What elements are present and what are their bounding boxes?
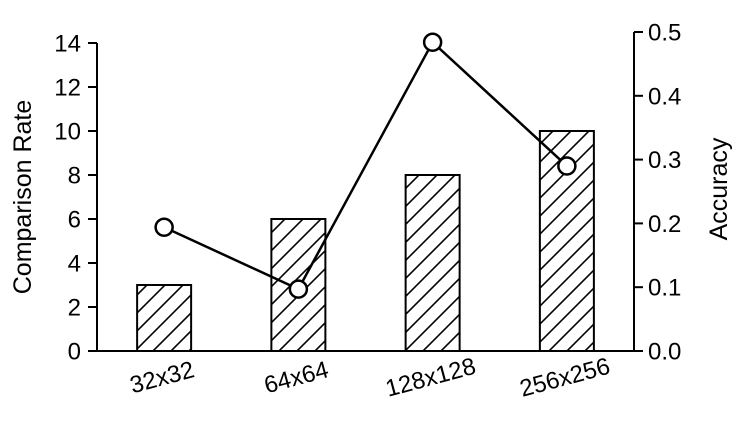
right-tick-label: 0.5 — [648, 20, 681, 47]
x-category-label: 64x64 — [261, 356, 331, 399]
accuracy-line — [163, 40, 568, 291]
right-tick-label: 0.1 — [648, 275, 681, 302]
right-tick-label: 0.4 — [648, 83, 681, 110]
right-tick-label: 0.3 — [648, 147, 681, 174]
accuracy-point — [154, 217, 174, 237]
x-category-label: 128x128 — [383, 353, 479, 403]
left-tick-label: 2 — [68, 295, 81, 322]
accuracy-series — [154, 32, 577, 299]
accuracy-point — [288, 279, 309, 299]
left-tick-label: 4 — [68, 251, 81, 278]
right-tick-label: 0.2 — [648, 211, 681, 238]
left-tick-label: 6 — [68, 207, 81, 234]
left-tick-label: 8 — [68, 163, 81, 190]
accuracy-point — [422, 32, 443, 52]
y-axis-right-label: Accuracy — [705, 137, 733, 240]
x-category-label: 32x32 — [127, 356, 197, 399]
right-tick-label: 0.0 — [648, 339, 681, 366]
left-tick-label: 14 — [54, 31, 81, 58]
accuracy-point — [557, 156, 577, 176]
right-ticks: 0.0 0.1 0.2 0.3 0.4 0.5 — [634, 20, 681, 366]
left-tick-label: 0 — [68, 339, 81, 366]
y-axis-left-label: Comparison Rate — [9, 100, 37, 295]
left-tick-label: 12 — [54, 75, 81, 102]
bar — [404, 174, 461, 352]
left-ticks: 0 2 4 6 8 10 12 14 — [54, 31, 97, 366]
x-labels: 32x32 64x64 128x128 256x256 — [127, 353, 613, 403]
bar — [136, 284, 193, 352]
x-category-label: 256x256 — [517, 353, 613, 403]
left-tick-label: 10 — [54, 119, 81, 146]
